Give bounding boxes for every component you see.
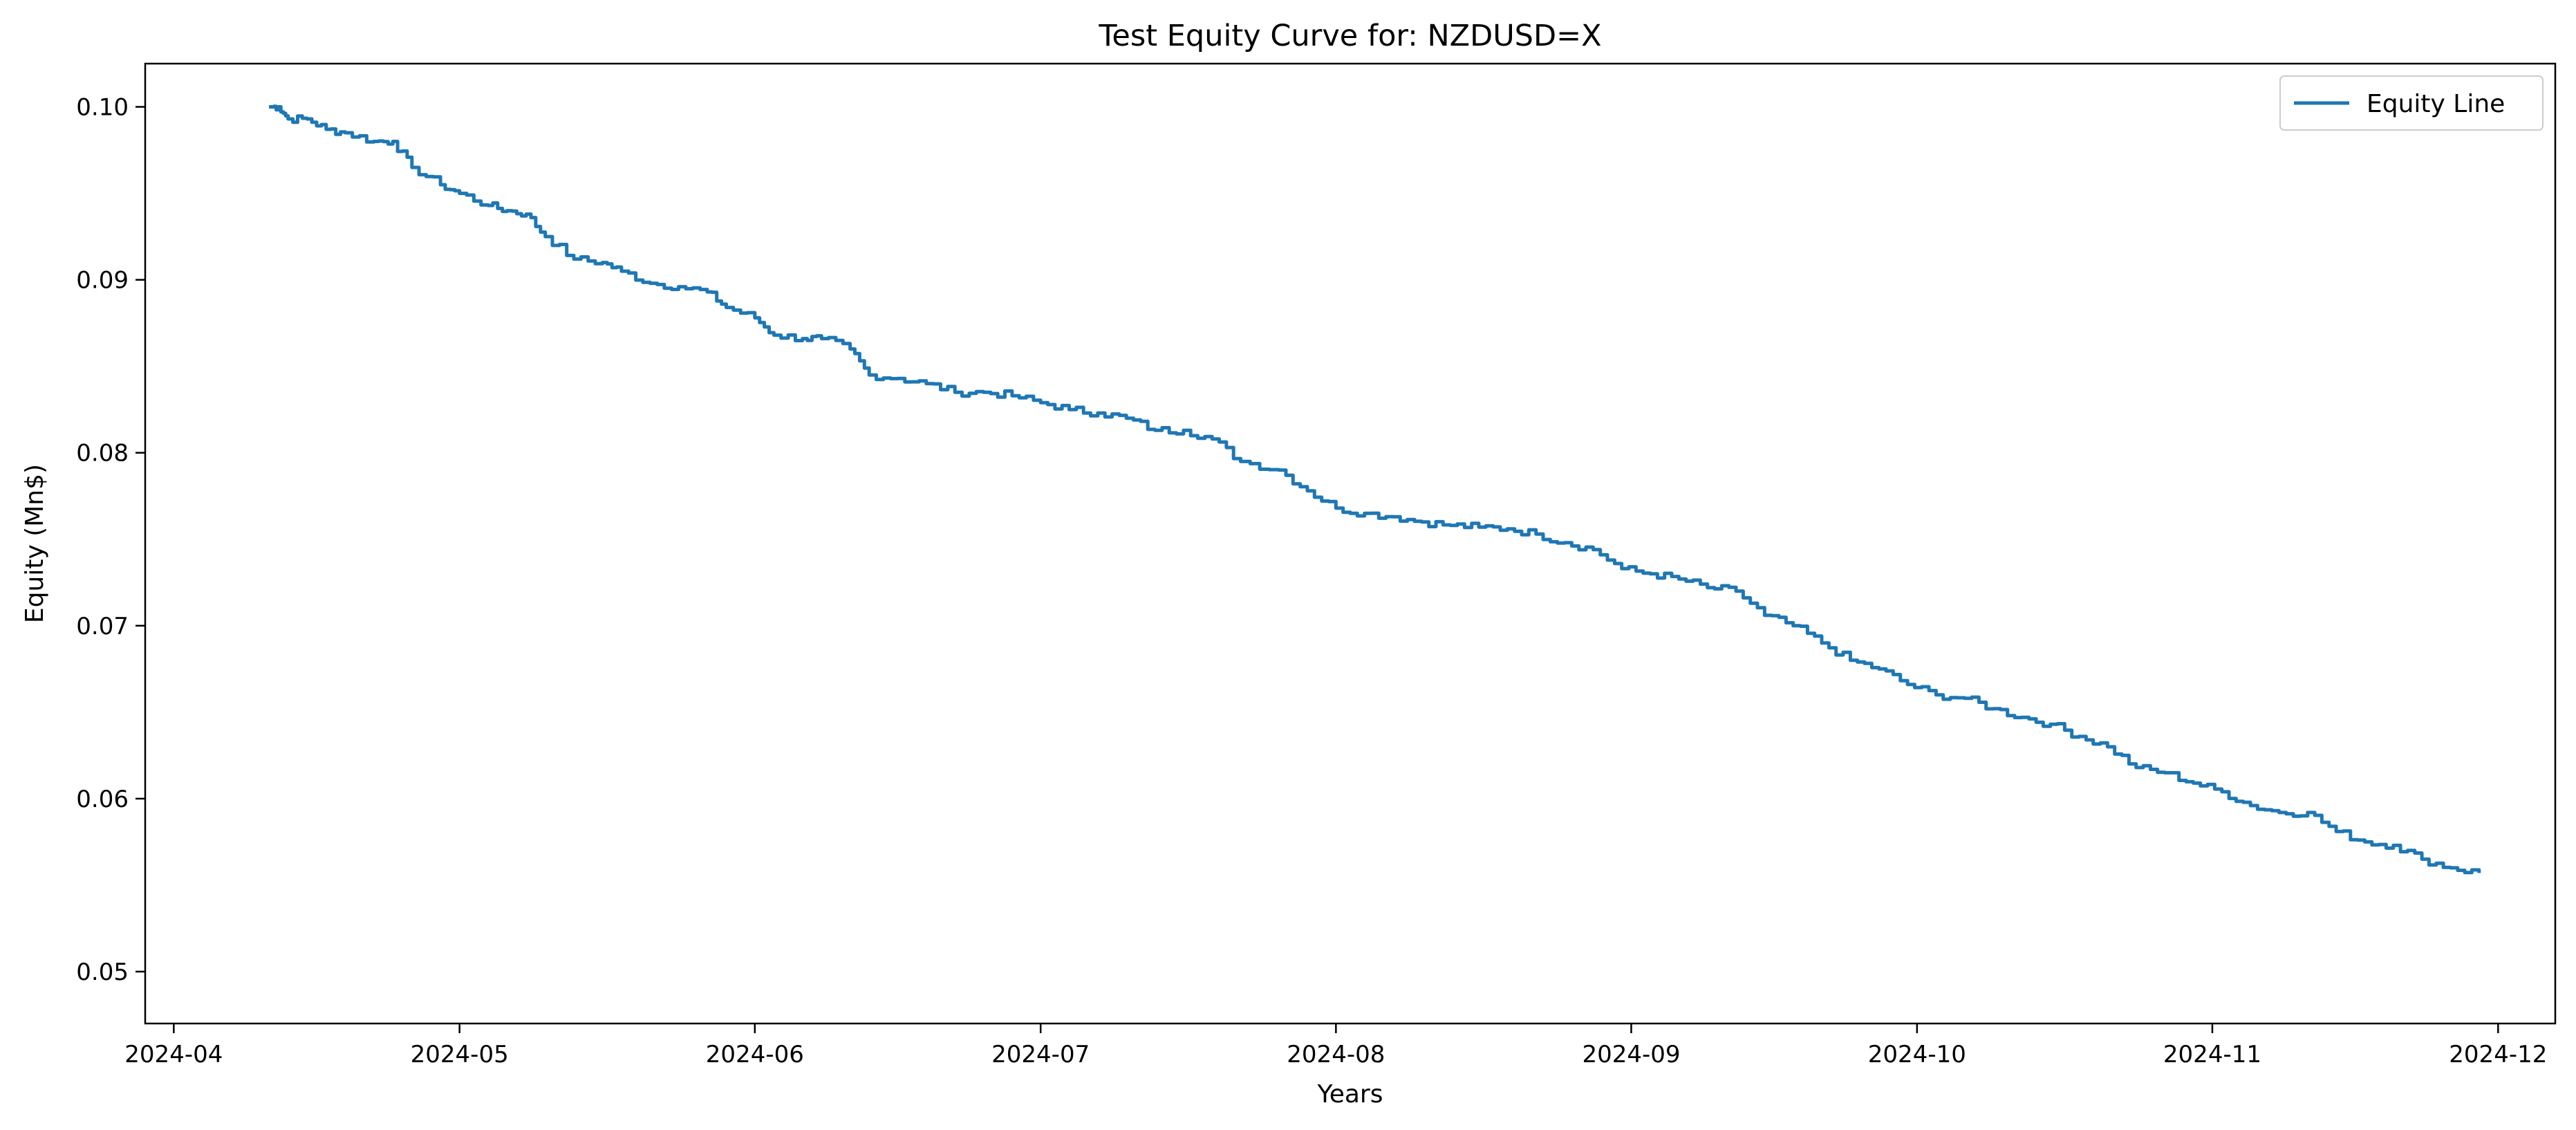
x-axis-label: Years [1317, 1080, 1383, 1109]
x-tick-label: 2024-10 [1868, 1041, 1966, 1068]
y-tick-label: 0.08 [76, 440, 129, 467]
x-tick-label: 2024-05 [411, 1041, 509, 1068]
x-tick-label: 2024-04 [124, 1041, 223, 1068]
series-layer [269, 104, 2481, 875]
y-axis-ticks: 0.05 0.06 0.07 0.08 0.09 0.10 [76, 94, 145, 986]
y-tick-label: 0.07 [76, 613, 129, 640]
y-tick-label: 0.06 [76, 786, 129, 813]
legend: Equity Line [2279, 75, 2544, 131]
x-tick-label: 2024-07 [991, 1041, 1090, 1068]
x-tick-label: 2024-09 [1582, 1041, 1680, 1068]
series-line-equity [269, 104, 2481, 875]
x-tick-label: 2024-06 [706, 1041, 804, 1068]
y-tick-label: 0.05 [76, 958, 129, 986]
x-axis-ticks: 2024-04 2024-05 2024-06 2024-07 2024-08 2024-… [124, 1024, 2547, 1068]
x-tick-label: 2024-08 [1287, 1041, 1385, 1068]
plot-frame [144, 62, 2557, 1025]
y-tick-label: 0.10 [76, 94, 129, 122]
chart-title: Test Equity Curve for: NZDUSD=X [1098, 19, 1601, 53]
legend-box [2279, 75, 2544, 131]
x-tick-label: 2024-12 [2449, 1041, 2547, 1068]
y-axis-label: Equity (Mn$) [21, 464, 49, 623]
x-tick-label: 2024-11 [2163, 1041, 2261, 1068]
y-tick-label: 0.09 [76, 267, 129, 295]
legend-label-equity-line: Equity Line [2367, 90, 2505, 118]
